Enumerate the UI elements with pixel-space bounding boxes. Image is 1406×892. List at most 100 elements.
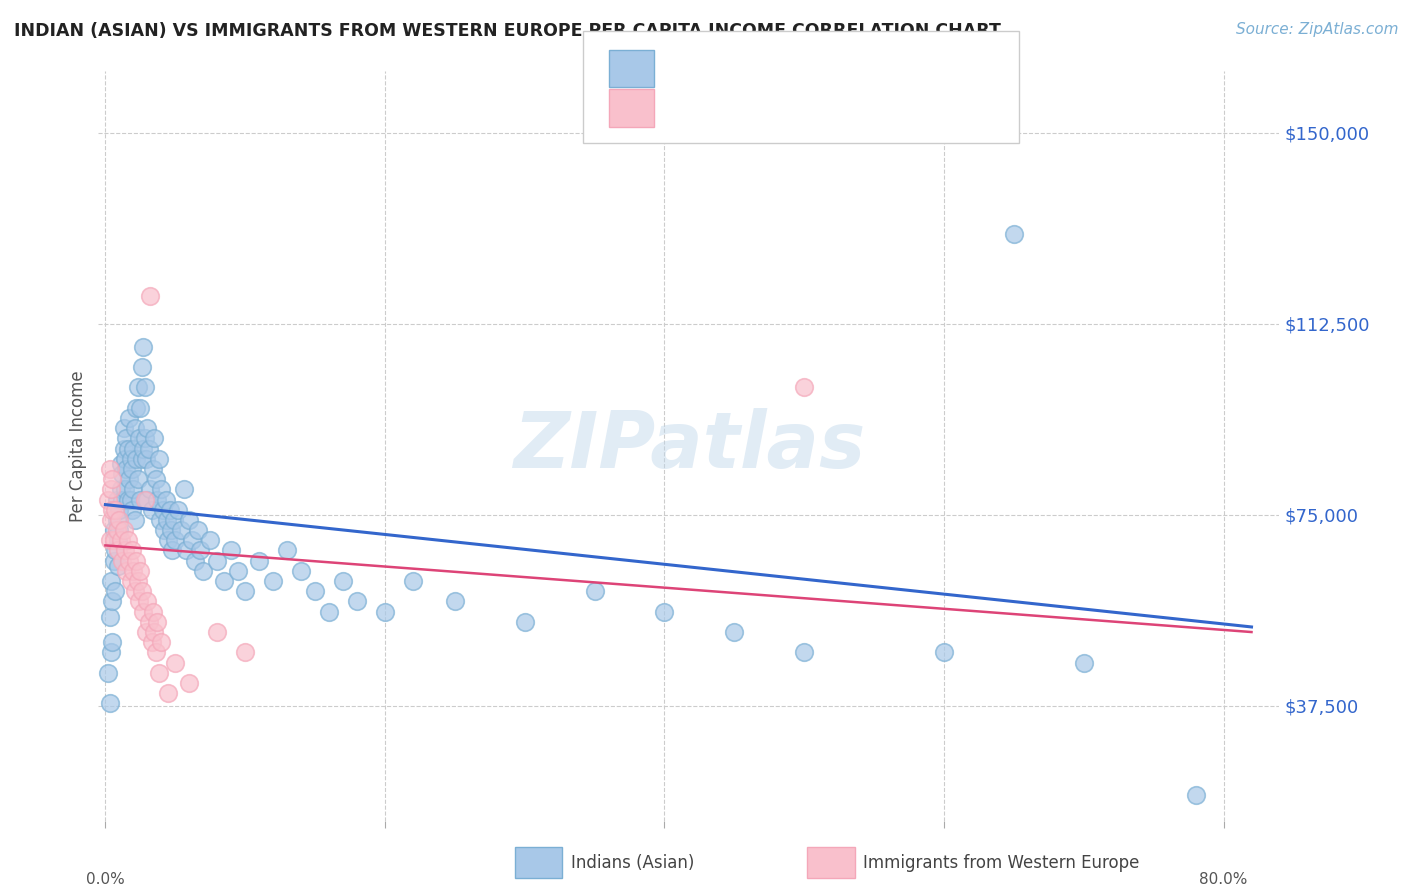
Point [143, 625, 166, 640]
Point [145, 472, 167, 486]
Point [148, 451, 170, 466]
Point [108, 523, 131, 537]
Point [219, 543, 242, 558]
Point [103, 554, 125, 568]
Text: 114: 114 [820, 60, 858, 78]
Text: 80.0%: 80.0% [1199, 871, 1247, 887]
Point [167, 502, 190, 516]
Point [132, 605, 155, 619]
Point [103, 523, 125, 537]
Point [142, 462, 165, 476]
Point [1002, 227, 1025, 242]
Point [402, 574, 425, 588]
Point [141, 635, 163, 649]
Point [129, 401, 152, 415]
Point [346, 594, 368, 608]
Point [143, 431, 166, 445]
Point [117, 442, 139, 456]
Point [124, 584, 146, 599]
Point [138, 442, 160, 456]
Point [122, 442, 145, 456]
Point [125, 451, 148, 466]
Point [117, 533, 139, 548]
Point [131, 584, 153, 599]
Point [149, 513, 172, 527]
Point [124, 421, 146, 435]
Point [150, 483, 173, 497]
Point [162, 543, 184, 558]
Point [98, 697, 121, 711]
Point [723, 625, 745, 640]
Text: Source: ZipAtlas.com: Source: ZipAtlas.com [1236, 22, 1399, 37]
Point [100, 645, 122, 659]
Point [443, 594, 465, 608]
Point [115, 462, 138, 476]
Point [110, 533, 132, 548]
Point [115, 564, 138, 578]
Text: N =: N = [783, 99, 823, 117]
Text: 0.0%: 0.0% [86, 871, 125, 887]
Point [193, 564, 215, 578]
Point [107, 543, 129, 558]
Point [152, 502, 174, 516]
Point [163, 513, 186, 527]
Point [112, 523, 135, 537]
Point [114, 543, 136, 558]
Point [100, 513, 122, 527]
Point [212, 574, 235, 588]
Text: N =: N = [783, 60, 823, 78]
Point [108, 502, 131, 516]
Point [118, 554, 141, 568]
Point [127, 472, 149, 486]
Point [187, 523, 209, 537]
Point [190, 543, 212, 558]
Point [205, 554, 228, 568]
Point [112, 442, 135, 456]
Point [184, 554, 207, 568]
Point [146, 492, 169, 507]
Point [118, 472, 141, 486]
Text: Immigrants from Western Europe: Immigrants from Western Europe [863, 854, 1140, 871]
Point [117, 492, 139, 507]
Point [145, 645, 167, 659]
Point [318, 605, 340, 619]
Point [132, 442, 155, 456]
Point [148, 665, 170, 680]
Point [156, 513, 179, 527]
Point [170, 523, 193, 537]
Point [121, 462, 143, 476]
Point [136, 492, 159, 507]
Point [262, 574, 284, 588]
Point [793, 380, 815, 394]
Point [131, 451, 153, 466]
Point [136, 594, 159, 608]
Point [128, 594, 150, 608]
Point [110, 483, 132, 497]
Point [107, 533, 129, 548]
Point [127, 574, 149, 588]
Point [129, 564, 152, 578]
Point [157, 533, 180, 548]
Point [304, 584, 326, 599]
Point [173, 483, 195, 497]
Point [105, 492, 128, 507]
Point [179, 676, 201, 690]
Point [122, 483, 145, 497]
Point [374, 605, 396, 619]
Point [105, 513, 128, 527]
Point [134, 380, 156, 394]
Point [121, 543, 143, 558]
Point [105, 523, 128, 537]
Point [98, 609, 121, 624]
Point [1073, 656, 1095, 670]
Point [100, 483, 122, 497]
Point [100, 574, 122, 588]
Point [104, 502, 127, 516]
Point [127, 380, 149, 394]
Y-axis label: Per Capita Income: Per Capita Income [69, 370, 87, 522]
Point [111, 554, 134, 568]
Point [134, 492, 156, 507]
Point [332, 574, 354, 588]
Point [135, 451, 157, 466]
Point [179, 513, 201, 527]
